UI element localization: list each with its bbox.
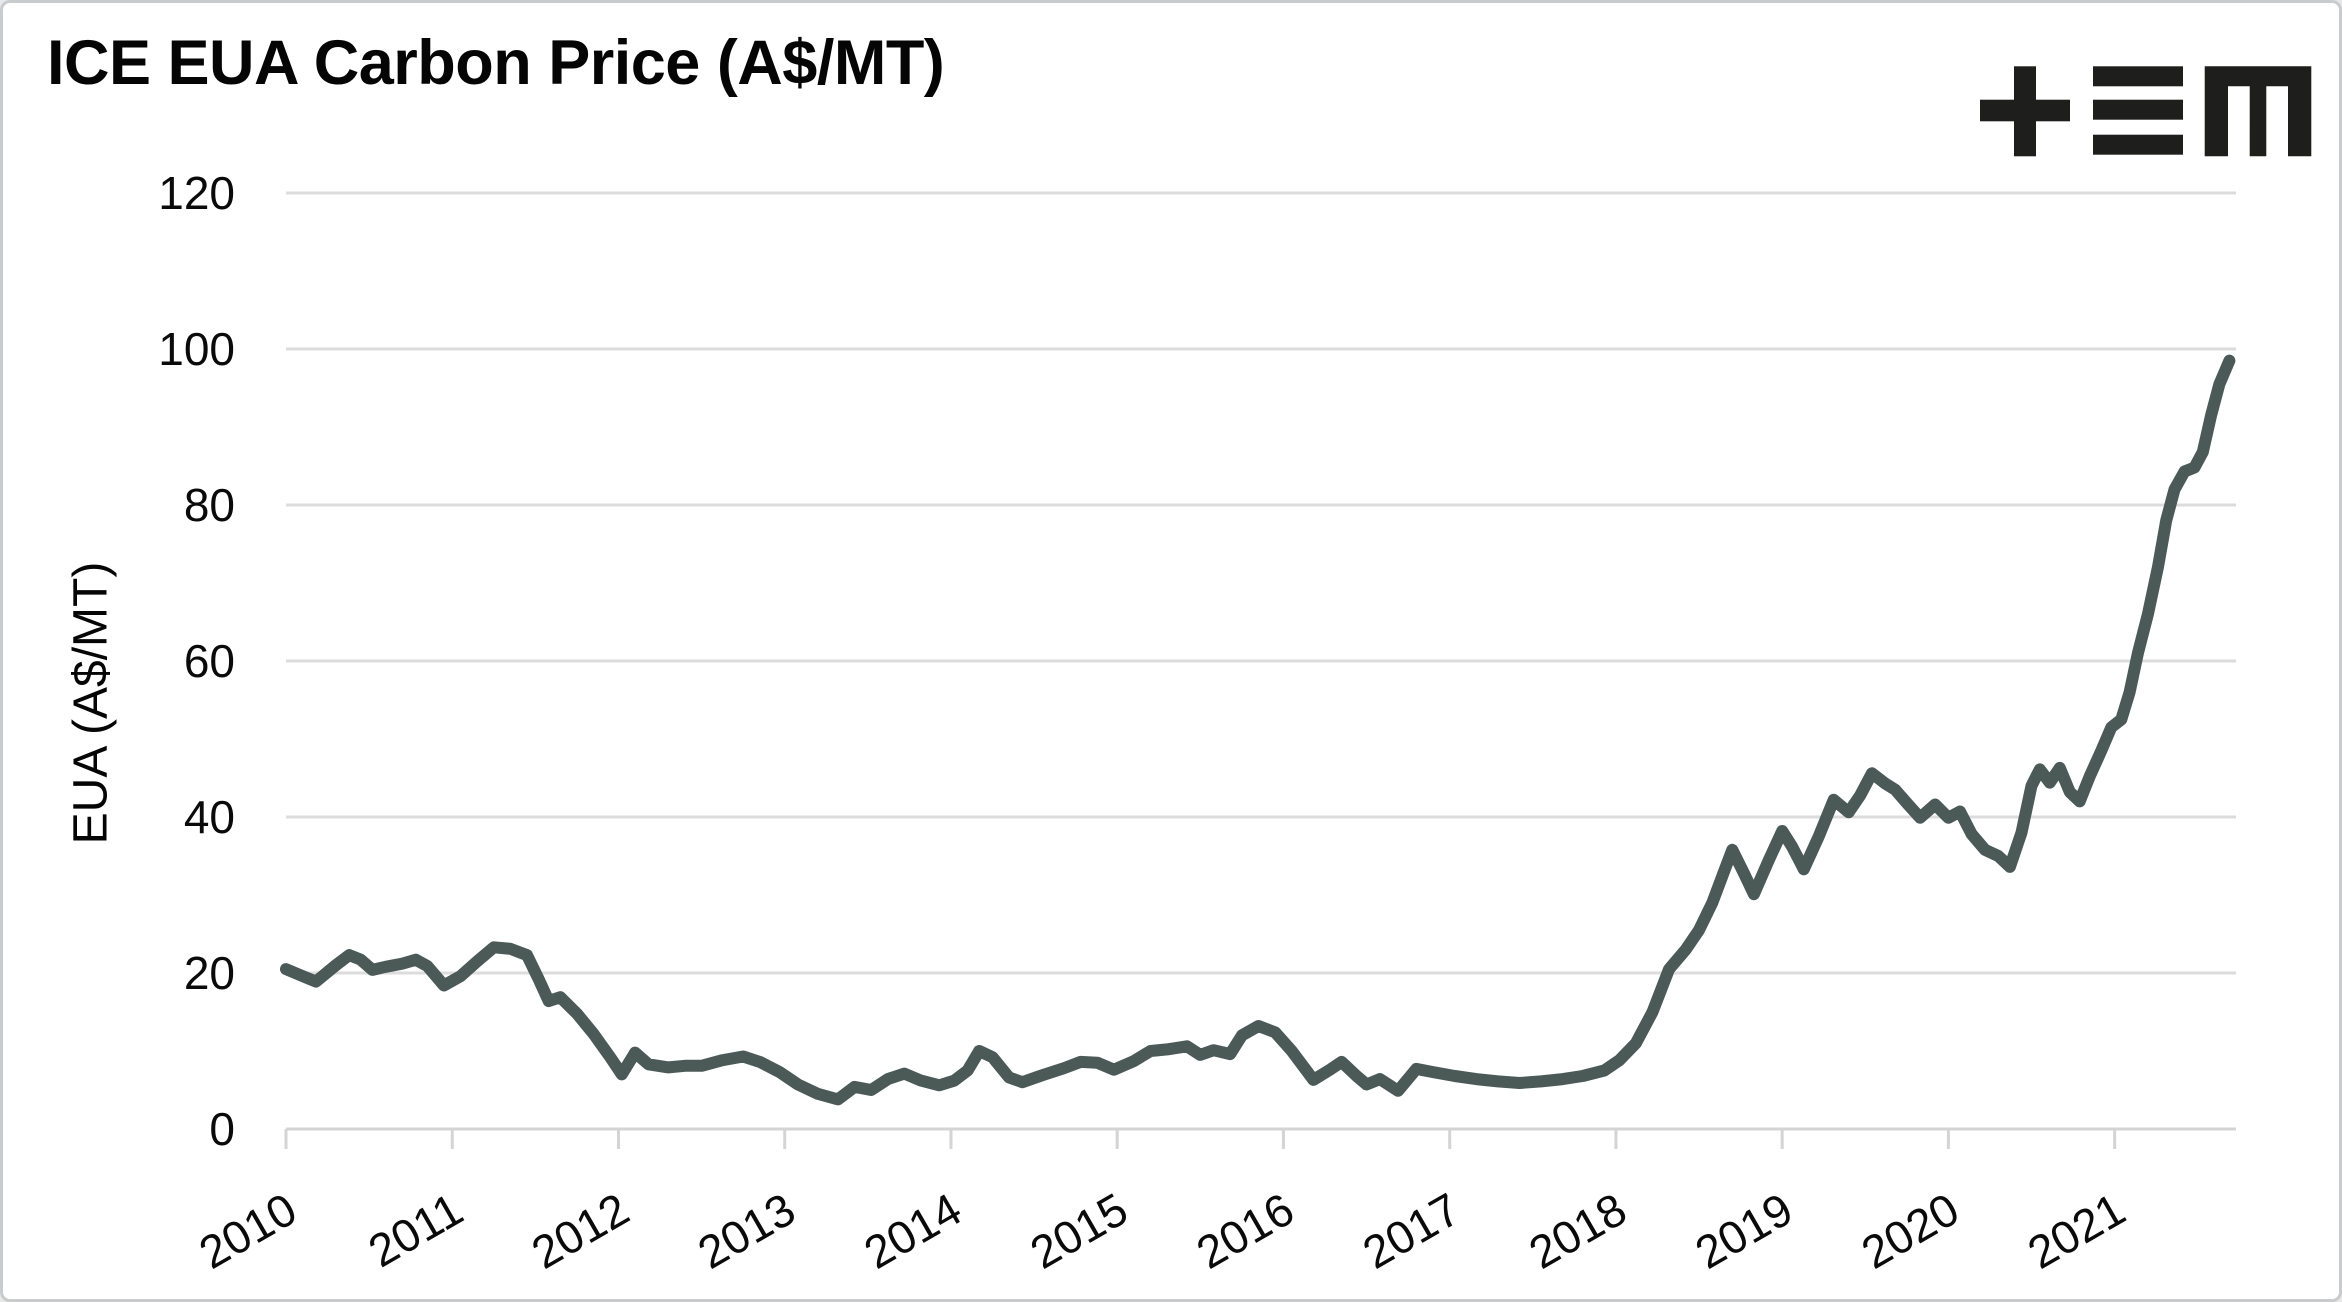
eua-price-line <box>280 354 2236 1106</box>
plus-icon <box>1980 66 2070 157</box>
y-tick-label: 0 <box>209 1103 235 1155</box>
x-tick-label: 2012 <box>523 1183 638 1279</box>
x-tick-label: 2013 <box>689 1183 804 1279</box>
x-tick-label: 2017 <box>1354 1183 1469 1279</box>
price-chart: 0 20 40 60 80 100 120 2010 2011 2012 2013 2014 2015 2… <box>158 167 2236 1279</box>
x-tick-label: 2020 <box>1853 1183 1968 1279</box>
x-tick-label: 2014 <box>855 1183 970 1279</box>
x-tick-label: 2018 <box>1520 1183 1635 1279</box>
x-tick-label: 2015 <box>1022 1183 1137 1279</box>
y-tick-label: 100 <box>158 323 235 375</box>
triple-bar-icon <box>2093 66 2183 155</box>
x-tick-label: 2016 <box>1188 1183 1303 1279</box>
y-axis-label: EUA (A$/MT) <box>64 561 118 845</box>
m-glyph-icon <box>2204 66 2312 157</box>
x-tick-label: 2011 <box>360 1183 472 1277</box>
x-tick-label: 2019 <box>1687 1183 1802 1279</box>
y-tick-label: 60 <box>184 635 235 687</box>
x-tick-label: 2010 <box>190 1183 305 1279</box>
y-tick-label: 120 <box>158 167 235 219</box>
x-tick-label: 2021 <box>2019 1183 2134 1279</box>
y-tick-label: 40 <box>184 791 235 843</box>
y-tick-label: 20 <box>184 947 235 999</box>
chart-title: ICE EUA Carbon Price (A$/MT) <box>47 28 945 98</box>
tem-logo <box>1980 66 2312 157</box>
y-tick-label: 80 <box>184 479 235 531</box>
